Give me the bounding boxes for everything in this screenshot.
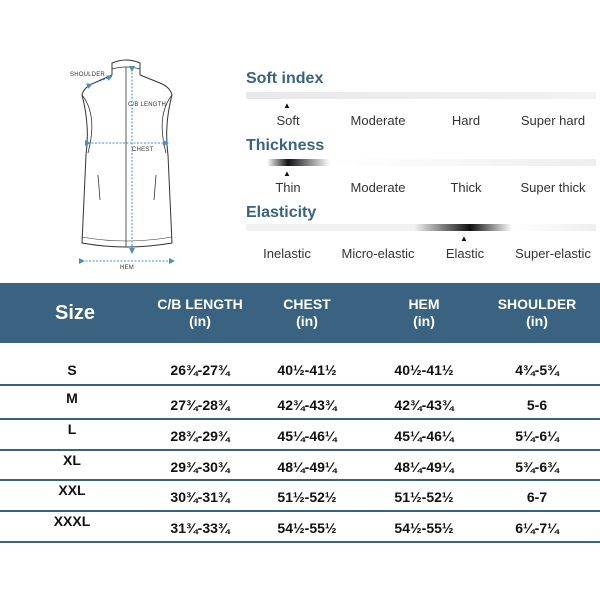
soft-index-option-hard: Hard	[451, 113, 481, 128]
header-size-label: Size	[54, 301, 96, 324]
header-hem: HEM (in)	[376, 283, 472, 343]
elasticity-option-micro-elastic: Micro-elastic	[341, 246, 415, 261]
cb-length-cell: 27¾-28¾	[170, 396, 230, 413]
hem-cell: 42¾-43¾	[394, 396, 454, 413]
cb-length-cell: 26¾-27¾	[170, 361, 230, 378]
hem-cell: 45¼-46¼	[394, 427, 454, 444]
chest-label: CHEST	[132, 147, 154, 153]
shoulder-cell: 4¾-5¾	[515, 361, 559, 378]
thickness-scale: Thickness ▲ Thin Moderate Thick Super th…	[246, 137, 596, 207]
thickness-option-thick: Thick	[450, 180, 482, 195]
size-table-header: Size C/B LENGTH (in) CHEST (in) HEM (in)…	[0, 283, 600, 343]
chest-cell: 42¾-43¾	[277, 396, 337, 413]
vest-diagram	[79, 59, 175, 264]
header-shoulder-label: SHOULDER	[497, 296, 577, 312]
thickness-option-thin: Thin	[275, 180, 301, 195]
hem-cell: 40½-41½	[394, 361, 454, 378]
cb-length-label: C/B LENGTH	[128, 102, 167, 108]
table-row: M 27¾-28¾ 42¾-43¾ 42¾-43¾ 5-6	[0, 390, 600, 419]
shoulder-cell: 5¼-6¼	[515, 427, 559, 444]
elasticity-option-super-elastic: Super-elastic	[515, 246, 591, 261]
size-cell: M	[66, 390, 78, 406]
header-cb-length: C/B LENGTH (in)	[140, 283, 260, 343]
row-divider	[0, 510, 600, 512]
soft-index-scale: Soft index ▲ Soft Moderate Hard Super ha…	[246, 70, 596, 140]
cb-length-cell: 31¾-33¾	[170, 519, 230, 536]
row-divider	[0, 541, 600, 543]
elasticity-title: Elasticity	[246, 204, 317, 221]
shoulder-cell: 6¼-7¼	[515, 519, 559, 536]
cb-length-cell: 30¾-31¾	[170, 488, 230, 505]
header-cb-length-unit: (in)	[189, 313, 211, 329]
chest-cell: 45¼-46¼	[277, 427, 337, 444]
soft-index-option-soft: Soft	[276, 113, 300, 128]
header-hem-label: HEM	[408, 296, 440, 312]
soft-index-bar	[246, 92, 596, 99]
elasticity-option-inelastic: Inelastic	[263, 246, 311, 261]
chest-cell: 48¼-49¼	[277, 458, 337, 475]
shoulder-cell: 5¾-6¾	[515, 458, 559, 475]
hem-cell: 48¼-49¼	[394, 458, 454, 475]
chest-cell: 51½-52½	[277, 488, 337, 505]
header-shoulder: SHOULDER (in)	[486, 283, 588, 343]
shoulder-label: SHOULDER	[70, 72, 105, 78]
size-cell: L	[67, 421, 77, 437]
soft-index-option-super-hard: Super hard	[520, 113, 586, 128]
cb-length-cell: 28¾-29¾	[170, 427, 230, 444]
hem-label: HEM	[120, 265, 134, 271]
header-chest-unit: (in)	[296, 313, 318, 329]
table-row: S 26¾-27¾ 40½-41½ 40½-41½ 4¾-5¾	[0, 355, 600, 384]
header-chest: CHEST (in)	[262, 283, 352, 343]
size-cell: XXXL	[53, 513, 91, 529]
thickness-title: Thickness	[246, 137, 325, 154]
soft-index-option-moderate: Moderate	[350, 113, 406, 128]
size-cell: S	[67, 361, 77, 378]
header-chest-label: CHEST	[283, 296, 331, 312]
row-divider	[0, 384, 600, 386]
row-divider	[0, 418, 600, 420]
row-divider	[0, 449, 600, 451]
thickness-option-moderate: Moderate	[350, 180, 406, 195]
size-cell: XL	[63, 452, 81, 468]
elasticity-bar	[246, 224, 596, 231]
elasticity-option-elastic: Elastic	[445, 246, 485, 261]
hem-cell: 51½-52½	[394, 488, 454, 505]
header-size: Size	[20, 283, 130, 343]
soft-index-marker: ▲	[283, 101, 291, 110]
table-row: XXL 30¾-31¾ 51½-52½ 51½-52½ 6-7	[0, 482, 600, 511]
table-row: XL 29¾-30¾ 48¼-49¼ 48¼-49¼ 5¾-6¾	[0, 452, 600, 481]
table-row: L 28¾-29¾ 45¼-46¼ 45¼-46¼ 5¼-6¼	[0, 421, 600, 450]
elasticity-marker: ▲	[460, 234, 468, 243]
row-divider	[0, 479, 600, 481]
table-row: XXXL 31¾-33¾ 54½-55½ 54½-55½ 6¼-7¼	[0, 513, 600, 542]
elasticity-scale: Elasticity ▲ Inelastic Micro-elastic Ela…	[246, 204, 596, 274]
thickness-marker: ▲	[283, 169, 291, 178]
thickness-option-super-thick: Super thick	[520, 180, 586, 195]
header-cb-length-label: C/B LENGTH	[157, 296, 243, 312]
header-shoulder-unit: (in)	[526, 313, 548, 329]
chest-cell: 40½-41½	[277, 361, 337, 378]
shoulder-cell: 5-6	[526, 396, 548, 413]
chest-cell: 54½-55½	[277, 519, 337, 536]
header-hem-unit: (in)	[413, 313, 435, 329]
size-cell: XXL	[58, 482, 86, 498]
thickness-bar	[246, 159, 596, 166]
soft-index-title: Soft index	[246, 70, 324, 87]
shoulder-cell: 6-7	[526, 488, 548, 505]
hem-cell: 54½-55½	[394, 519, 454, 536]
cb-length-cell: 29¾-30¾	[170, 458, 230, 475]
